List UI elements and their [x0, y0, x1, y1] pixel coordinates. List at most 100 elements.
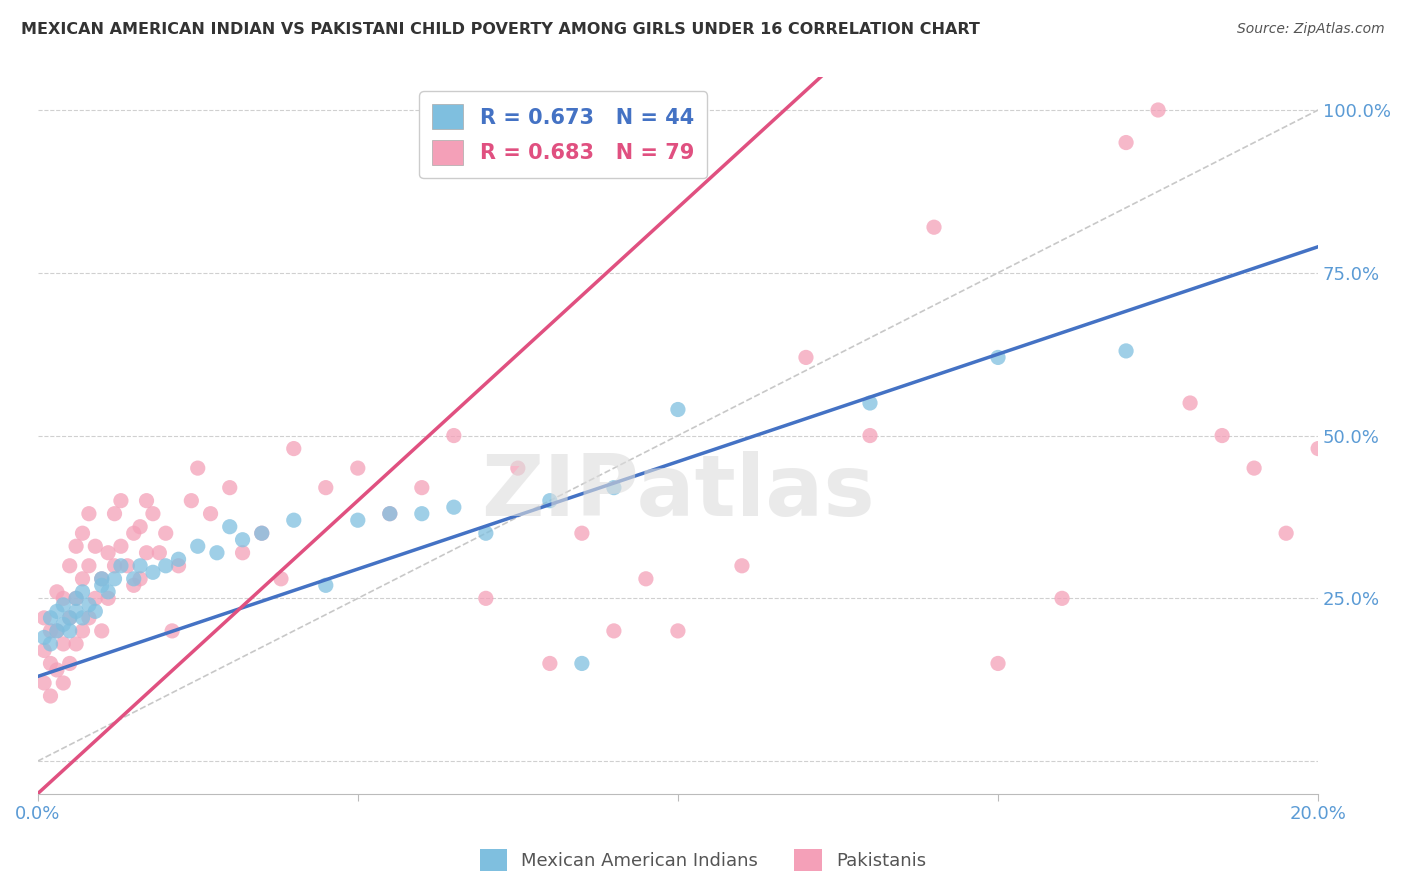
- Point: [110, 539, 132, 553]
- Point: [475, 526, 498, 541]
- Point: [538, 493, 561, 508]
- Point: [1115, 343, 1137, 358]
- Point: [65, 637, 87, 651]
- Point: [65, 539, 87, 553]
- Point: [84, 591, 107, 606]
- Point: [45, 624, 67, 638]
- Point: [52, 676, 75, 690]
- Point: [72, 584, 94, 599]
- Text: Source: ZipAtlas.com: Source: ZipAtlas.com: [1237, 22, 1385, 37]
- Point: [1115, 136, 1137, 150]
- Point: [666, 402, 689, 417]
- Point: [1050, 591, 1073, 606]
- Point: [1243, 461, 1265, 475]
- Point: [167, 552, 190, 566]
- Point: [52, 598, 75, 612]
- Point: [283, 442, 305, 456]
- Point: [129, 519, 152, 533]
- Text: MEXICAN AMERICAN INDIAN VS PAKISTANI CHILD POVERTY AMONG GIRLS UNDER 16 CORRELAT: MEXICAN AMERICAN INDIAN VS PAKISTANI CHI…: [21, 22, 980, 37]
- Point: [634, 572, 657, 586]
- Point: [315, 578, 337, 592]
- Point: [859, 428, 882, 442]
- Point: [666, 624, 689, 638]
- Point: [794, 351, 817, 365]
- Point: [603, 624, 626, 638]
- Point: [142, 566, 165, 580]
- Point: [32, 676, 55, 690]
- Point: [59, 624, 82, 638]
- Point: [45, 604, 67, 618]
- Point: [97, 591, 120, 606]
- Point: [148, 546, 170, 560]
- Point: [167, 558, 190, 573]
- Point: [1178, 396, 1201, 410]
- Point: [97, 546, 120, 560]
- Point: [218, 519, 240, 533]
- Point: [250, 526, 273, 541]
- Point: [180, 493, 202, 508]
- Point: [232, 546, 254, 560]
- Point: [987, 351, 1010, 365]
- Point: [84, 604, 107, 618]
- Point: [103, 507, 125, 521]
- Point: [110, 493, 132, 508]
- Point: [59, 558, 82, 573]
- Point: [129, 572, 152, 586]
- Point: [90, 572, 112, 586]
- Point: [538, 657, 561, 671]
- Point: [571, 526, 593, 541]
- Point: [39, 611, 62, 625]
- Point: [411, 507, 433, 521]
- Legend: R = 0.673   N = 44, R = 0.683   N = 79: R = 0.673 N = 44, R = 0.683 N = 79: [419, 92, 707, 178]
- Point: [32, 631, 55, 645]
- Point: [135, 493, 157, 508]
- Point: [77, 598, 100, 612]
- Point: [65, 604, 87, 618]
- Point: [59, 657, 82, 671]
- Point: [72, 611, 94, 625]
- Point: [45, 584, 67, 599]
- Point: [39, 689, 62, 703]
- Point: [59, 611, 82, 625]
- Point: [52, 637, 75, 651]
- Point: [218, 481, 240, 495]
- Point: [52, 591, 75, 606]
- Point: [187, 539, 209, 553]
- Point: [129, 558, 152, 573]
- Text: ZIPatlas: ZIPatlas: [481, 451, 875, 534]
- Point: [77, 611, 100, 625]
- Point: [110, 558, 132, 573]
- Point: [122, 526, 145, 541]
- Point: [315, 481, 337, 495]
- Point: [1308, 442, 1330, 456]
- Point: [39, 657, 62, 671]
- Point: [72, 572, 94, 586]
- Point: [346, 461, 368, 475]
- Point: [72, 624, 94, 638]
- Point: [475, 591, 498, 606]
- Point: [155, 558, 177, 573]
- Point: [135, 546, 157, 560]
- Point: [250, 526, 273, 541]
- Point: [922, 220, 945, 235]
- Point: [122, 578, 145, 592]
- Legend: Mexican American Indians, Pakistanis: Mexican American Indians, Pakistanis: [472, 842, 934, 879]
- Point: [270, 572, 292, 586]
- Point: [205, 546, 228, 560]
- Point: [411, 481, 433, 495]
- Point: [232, 533, 254, 547]
- Point: [32, 643, 55, 657]
- Point: [39, 624, 62, 638]
- Point: [731, 558, 754, 573]
- Point: [283, 513, 305, 527]
- Point: [160, 624, 183, 638]
- Point: [378, 507, 401, 521]
- Point: [103, 558, 125, 573]
- Point: [346, 513, 368, 527]
- Point: [90, 578, 112, 592]
- Point: [45, 663, 67, 677]
- Point: [39, 637, 62, 651]
- Point: [200, 507, 222, 521]
- Point: [32, 611, 55, 625]
- Point: [117, 558, 139, 573]
